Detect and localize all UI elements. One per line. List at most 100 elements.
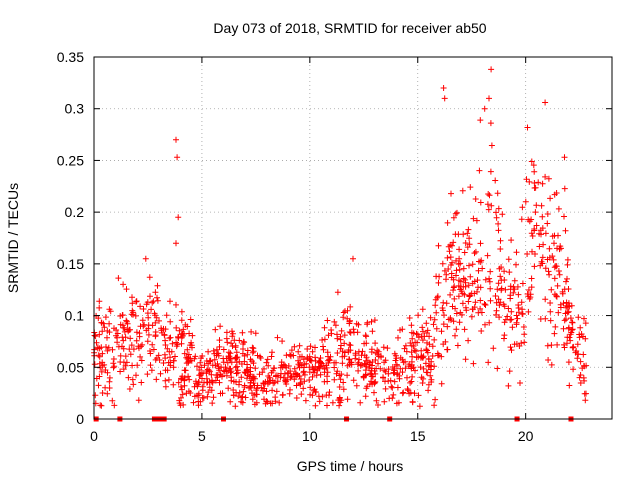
data-point [114, 339, 121, 346]
data-point [176, 400, 183, 407]
data-point [560, 300, 567, 307]
data-point [179, 391, 186, 398]
data-point [445, 316, 452, 323]
data-point-outlier [350, 255, 356, 262]
data-point [271, 365, 278, 372]
data-point [449, 303, 456, 310]
data-point [482, 302, 489, 308]
data-point [415, 392, 422, 399]
data-point [531, 180, 538, 186]
data-point [119, 312, 126, 318]
data-point [425, 387, 432, 394]
data-point [194, 363, 200, 370]
data-point [408, 322, 415, 329]
data-point [407, 340, 414, 346]
data-point [563, 304, 570, 311]
data-point [486, 319, 493, 326]
data-point [104, 347, 111, 354]
data-point [127, 351, 134, 358]
data-point [482, 321, 488, 328]
data-point [472, 299, 479, 306]
data-point [466, 262, 472, 269]
data-point [502, 316, 509, 323]
data-point [540, 241, 547, 248]
data-point [569, 344, 576, 351]
data-point [147, 362, 154, 369]
data-point [347, 359, 354, 366]
data-point [363, 333, 370, 340]
data-point [411, 347, 418, 354]
data-point [241, 382, 248, 389]
data-point [450, 287, 457, 294]
data-point [96, 298, 103, 305]
data-point [351, 329, 357, 336]
y-tick-label: 0.2 [65, 204, 85, 220]
data-point [98, 319, 105, 326]
data-point [357, 399, 364, 406]
data-point [462, 304, 469, 311]
data-point [426, 333, 433, 340]
data-point [307, 357, 314, 364]
data-point [220, 355, 227, 362]
data-point [273, 372, 280, 379]
data-point [355, 348, 362, 355]
data-point [210, 394, 217, 401]
data-point-outlier [173, 240, 179, 247]
data-point [462, 240, 469, 246]
data-point [247, 356, 254, 363]
data-point [145, 322, 152, 329]
data-point [338, 397, 345, 404]
data-point [227, 398, 234, 405]
data-point [537, 316, 544, 322]
data-point [551, 240, 557, 247]
data-point [524, 251, 531, 257]
data-point [368, 349, 375, 355]
data-point [465, 298, 472, 305]
data-point [284, 370, 291, 377]
chart-title: Day 073 of 2018, SRMTID for receiver ab5… [213, 20, 486, 36]
data-point [528, 158, 535, 165]
data-point [315, 393, 322, 400]
data-point [173, 324, 180, 331]
data-point [265, 373, 272, 379]
data-point [531, 168, 538, 175]
data-point [496, 314, 503, 321]
data-point [371, 317, 378, 324]
data-point [565, 308, 572, 315]
data-point [138, 379, 145, 386]
data-point [91, 361, 98, 368]
data-point [195, 402, 202, 409]
data-point [178, 383, 184, 390]
data-point [329, 399, 336, 406]
data-point [372, 350, 379, 356]
axis-ticks: 0 5 10 15 20 0 0.05 0.1 0.15 0.2 0.25 0.3 0.35 [57, 49, 612, 444]
data-point [478, 257, 485, 264]
data-point [287, 386, 293, 393]
data-point [258, 384, 265, 391]
data-point [417, 364, 424, 371]
data-point [309, 373, 316, 380]
data-point [581, 315, 587, 322]
data-point [487, 120, 494, 127]
data-point [566, 334, 573, 341]
data-point [306, 377, 313, 383]
data-point [98, 344, 105, 351]
data-point [530, 162, 537, 169]
data-point [336, 372, 343, 379]
data-point [274, 334, 281, 341]
data-point [486, 275, 493, 282]
data-point [247, 379, 254, 386]
data-point [505, 305, 512, 312]
data-point [300, 356, 307, 363]
data-point [147, 348, 153, 354]
data-point [239, 393, 246, 400]
data-point [331, 359, 338, 366]
data-point [513, 312, 520, 319]
data-point [326, 389, 333, 396]
data-point [532, 209, 539, 216]
data-point [232, 344, 239, 351]
data-point [176, 327, 183, 334]
data-point [458, 288, 465, 295]
data-point [459, 187, 466, 194]
data-point [178, 340, 185, 347]
